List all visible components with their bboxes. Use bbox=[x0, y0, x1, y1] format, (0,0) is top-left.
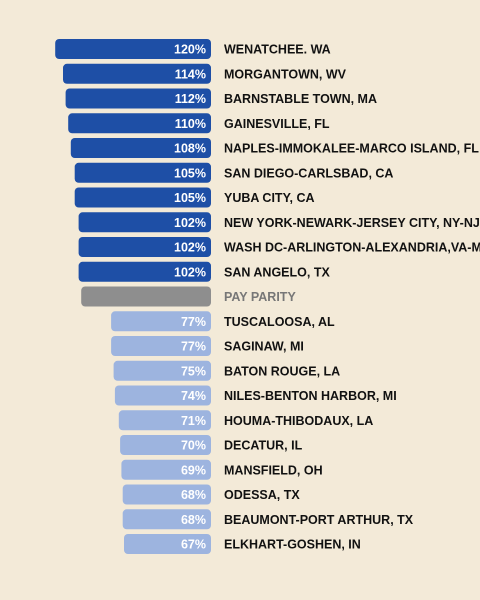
category-label: BEAUMONT-PORT ARTHUR, TX bbox=[224, 513, 414, 527]
bar-value-label: 105% bbox=[174, 166, 206, 180]
category-label: NILES-BENTON HARBOR, MI bbox=[224, 389, 397, 403]
category-label: ELKHART-GOSHEN, IN bbox=[224, 538, 361, 552]
bar-pay-parity bbox=[81, 286, 211, 307]
bar-row-6 bbox=[74, 187, 211, 208]
bar-value-label: 71% bbox=[181, 414, 206, 428]
bar-value-label: 74% bbox=[181, 389, 206, 403]
bar-row-7 bbox=[78, 212, 211, 233]
category-label: MORGANTOWN, WV bbox=[224, 67, 347, 81]
bar-row-1 bbox=[63, 63, 211, 84]
bar-row-19 bbox=[122, 509, 211, 530]
category-label: TUSCALOOSA, AL bbox=[224, 315, 335, 329]
category-label: YUBA CITY, CA bbox=[224, 191, 315, 205]
bar-row-15 bbox=[118, 410, 211, 431]
bar-row-11 bbox=[111, 311, 211, 332]
bar-value-label: 102% bbox=[174, 265, 206, 279]
category-label: NAPLES-IMMOKALEE-MARCO ISLAND, FL bbox=[224, 142, 479, 156]
bar-row-3 bbox=[68, 113, 211, 134]
bar-value-label: 67% bbox=[181, 538, 206, 552]
bar-row-4 bbox=[70, 138, 211, 158]
bar-row-17 bbox=[121, 459, 211, 480]
category-label: DECATUR, IL bbox=[224, 439, 303, 453]
bar-value-label: 70% bbox=[181, 439, 206, 453]
category-label: GAINESVILLE, FL bbox=[224, 117, 330, 131]
bar-value-label: 112% bbox=[175, 92, 206, 106]
bar-value-label: 77% bbox=[181, 340, 206, 354]
category-label: HOUMA-THIBODAUX, LA bbox=[224, 414, 373, 428]
category-label: WENATCHEE. WA bbox=[224, 43, 331, 57]
bar-row-18 bbox=[122, 484, 211, 505]
bar-row-14 bbox=[114, 385, 211, 406]
bar-value-label: 69% bbox=[181, 463, 206, 477]
bar-row-12 bbox=[111, 336, 211, 356]
bar-value-label: 68% bbox=[181, 513, 206, 527]
category-label: BARNSTABLE TOWN, MA bbox=[224, 92, 377, 106]
bar-value-label: 102% bbox=[174, 241, 206, 255]
bar-row-16 bbox=[120, 435, 211, 455]
category-label: WASH DC-ARLINGTON-ALEXANDRIA,VA-MD-WV bbox=[224, 241, 480, 255]
bar-row-2 bbox=[65, 88, 211, 109]
bar-row-13 bbox=[113, 360, 211, 381]
bar-row-20 bbox=[124, 534, 211, 554]
bar-value-label: 75% bbox=[181, 364, 206, 378]
bar-value-label: 120% bbox=[174, 43, 206, 57]
bar-value-label: 102% bbox=[174, 216, 206, 230]
category-label: BATON ROUGE, LA bbox=[224, 364, 340, 378]
bar-row-0 bbox=[55, 39, 212, 59]
category-label: NEW YORK-NEWARK-JERSEY CITY, NY-NJ-PA bbox=[224, 216, 480, 230]
bar-row-5 bbox=[74, 162, 211, 183]
bar-value-label: 114% bbox=[175, 67, 206, 81]
bar-value-label: 77% bbox=[181, 315, 206, 329]
category-label: SAGINAW, MI bbox=[224, 340, 304, 354]
bar-value-label: 108% bbox=[174, 142, 206, 156]
category-label: ODESSA, TX bbox=[224, 488, 300, 502]
bar-value-label: 105% bbox=[174, 191, 206, 205]
bar-row-8 bbox=[78, 237, 211, 257]
bar-value-label: 110% bbox=[175, 117, 206, 131]
category-label: MANSFIELD, OH bbox=[224, 463, 323, 477]
category-label: PAY PARITY bbox=[224, 290, 296, 304]
category-label: SAN ANGELO, TX bbox=[224, 265, 330, 279]
bar-value-label: 68% bbox=[181, 488, 206, 502]
category-label: SAN DIEGO-CARLSBAD, CA bbox=[224, 166, 393, 180]
bar-row-9 bbox=[78, 261, 211, 282]
